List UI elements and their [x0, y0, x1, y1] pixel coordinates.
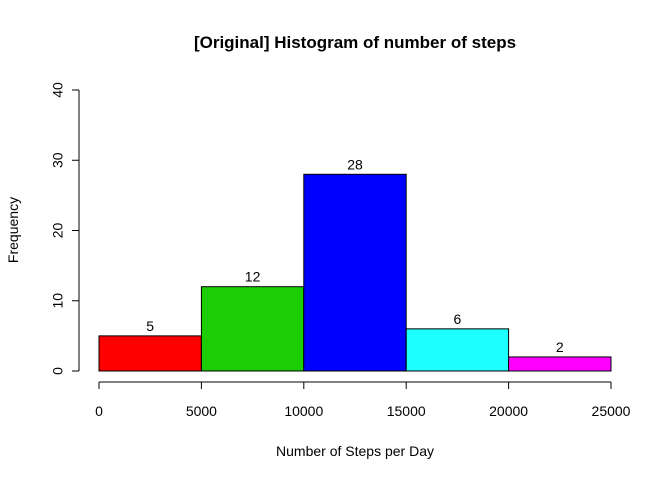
bar-value-label: 6 — [454, 311, 462, 327]
y-tick-label: 10 — [50, 293, 66, 309]
y-tick-label: 20 — [50, 223, 66, 239]
bar-value-label: 12 — [245, 269, 261, 285]
histogram-bar — [508, 356, 612, 372]
y-tick-label: 0 — [50, 367, 66, 375]
histogram-bar — [405, 328, 510, 372]
x-axis-label: Number of Steps per Day — [276, 443, 434, 459]
bar-value-label: 28 — [347, 156, 363, 172]
chart-title: [Original] Histogram of number of steps — [194, 33, 516, 52]
histogram-bar — [98, 335, 202, 372]
x-tick-label: 0 — [95, 403, 103, 419]
y-axis: 0 10 20 30 40 — [50, 82, 80, 375]
x-tick-label: 25000 — [592, 403, 631, 419]
x-tick-label: 10000 — [284, 403, 323, 419]
x-tick-label: 5000 — [186, 403, 217, 419]
y-tick-label: 40 — [50, 82, 66, 98]
histogram-bars — [98, 173, 612, 372]
histogram-bar — [303, 173, 407, 372]
y-tick-label: 30 — [50, 152, 66, 168]
bar-value-label: 5 — [146, 318, 154, 334]
x-tick-label: 20000 — [489, 403, 528, 419]
bar-value-label: 2 — [556, 339, 564, 355]
x-axis: 0 5000 10000 15000 20000 25000 — [95, 381, 631, 419]
histogram-bar — [200, 286, 305, 372]
y-axis-label: Frequency — [5, 197, 21, 263]
x-tick-label: 15000 — [387, 403, 426, 419]
bar-value-labels: 5 12 28 6 2 — [146, 156, 564, 355]
